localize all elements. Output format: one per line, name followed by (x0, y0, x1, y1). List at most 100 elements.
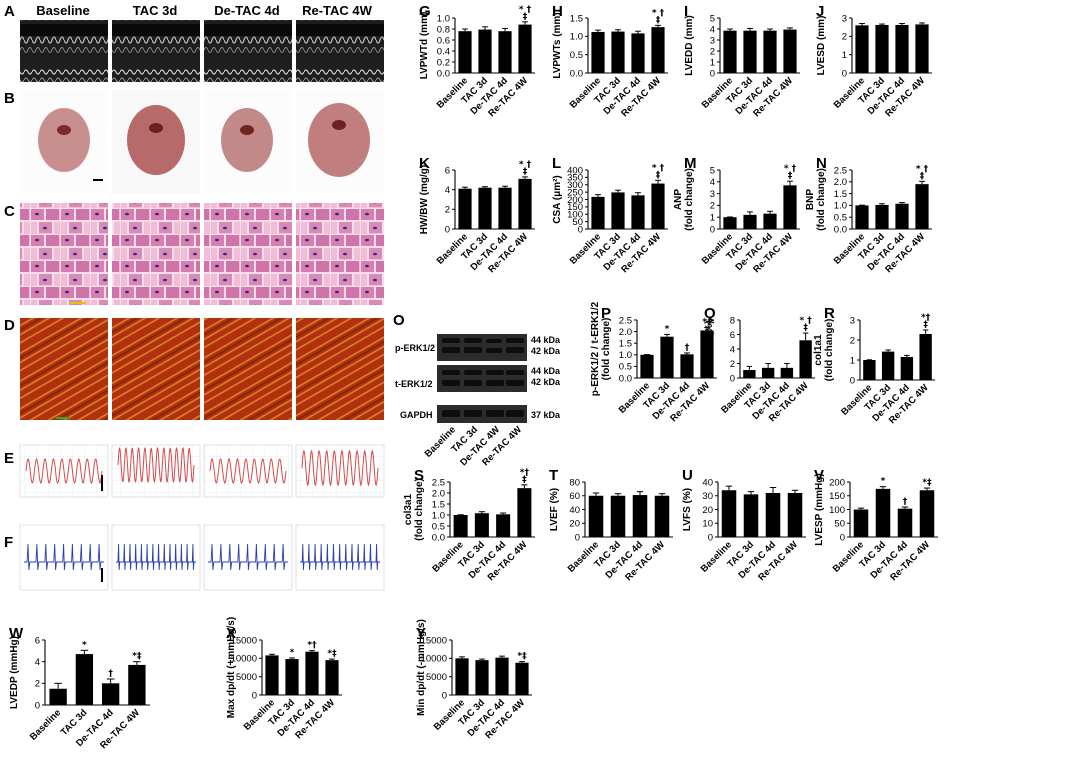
y-tick-label: 1 (710, 57, 715, 68)
y-tick-label: 30 (702, 491, 713, 502)
panel-label-M: M (684, 155, 697, 172)
y-tick-label: 0.6 (437, 35, 450, 46)
bar-baseline (723, 217, 737, 229)
condition-label-baseline: Baseline (36, 3, 89, 18)
significance-mark: * † (519, 5, 532, 15)
significance-mark: * † (652, 163, 665, 173)
bar-tac-3d (743, 494, 759, 537)
y-tick-label: 0 (850, 375, 855, 386)
y-tick-label: 2 (445, 205, 450, 216)
kda-perk-44: 44 kDa (531, 335, 561, 345)
y-tick-label: 15000 (231, 635, 257, 646)
y-tick-label: 1 (710, 213, 715, 224)
y-tick-label: 2 (850, 335, 855, 346)
y-tick-label: 50 (572, 217, 583, 228)
y-tick-label: 0 (575, 532, 580, 543)
bar-tac-3d (611, 192, 625, 229)
y-tick-label: 0.5 (619, 362, 632, 373)
y-tick-label: 10000 (421, 654, 447, 665)
y-tick-label: 4 (445, 185, 450, 196)
bar-baseline (588, 495, 604, 537)
y-tick-label: 40 (569, 505, 580, 516)
y-tick-label: 0 (840, 532, 845, 543)
y-tick-label: 4 (710, 24, 715, 35)
panel-label-U: U (682, 467, 693, 484)
panel-label-Q: Q (704, 305, 716, 322)
y-tick-label: 1 (842, 50, 847, 61)
bar-de-tac-4d (496, 514, 511, 537)
y-tick-label: 15000 (421, 635, 447, 646)
y-tick-label: 4 (710, 177, 715, 188)
bar-re-tac-4w (325, 660, 339, 695)
panel-label-C: C (4, 203, 15, 220)
y-tick-label: 5000 (426, 672, 447, 683)
significance-mark: ‡ (788, 171, 793, 181)
bar-re-tac-4w (783, 29, 797, 73)
bar-re-tac-4w (651, 183, 665, 229)
bar-re-tac-4w (783, 185, 797, 229)
panel-label-P: P (601, 305, 611, 322)
y-tick-label: 0 (578, 224, 583, 235)
y-axis-label: (fold change) (414, 478, 425, 541)
panel-label-J: J (816, 3, 824, 20)
y-tick-label: 80 (569, 477, 580, 488)
panel-label-E: E (4, 450, 14, 467)
y-axis-label: (fold change) (824, 319, 835, 382)
y-tick-label: 50 (834, 519, 845, 530)
bar-de-tac-4d (498, 31, 512, 73)
y-tick-label: 5 (710, 13, 715, 24)
y-tick-label: 0 (445, 224, 450, 235)
y-tick-label: 3 (710, 35, 715, 46)
bar-re-tac-4w (700, 330, 714, 378)
panel-label-O: O (393, 312, 405, 329)
x-tick-label: Baseline (831, 539, 866, 574)
y-axis-label: p-ERK1/2 / t-ERK1/2 (590, 301, 601, 396)
panel-label-I: I (684, 3, 688, 20)
panel-C-he-stain (20, 203, 384, 305)
bar-de-tac-4d (101, 683, 120, 705)
y-axis-label: Min dp/dt (-mmHg/s) (416, 619, 427, 716)
bar-de-tac-4d (780, 367, 794, 378)
y-tick-label: 1.0 (432, 510, 445, 521)
significance-mark: *‡ (327, 649, 337, 659)
blot-row-label-perk: p-ERK1/2 (395, 343, 435, 353)
y-tick-label: 2.0 (834, 177, 847, 188)
y-tick-label: 0 (842, 68, 847, 79)
y-tick-label: 6 (35, 635, 40, 646)
y-tick-label: 10000 (231, 654, 257, 665)
y-axis-label: LVEDD (mm) (684, 15, 695, 75)
y-axis-label: (fold change) (601, 318, 612, 381)
y-tick-label: 0.4 (437, 46, 450, 57)
y-tick-label: 2.5 (432, 477, 445, 488)
bar-baseline (743, 370, 756, 378)
y-tick-label: 4 (35, 657, 40, 668)
y-axis-label: LVPWTd (mm) (419, 12, 430, 80)
significance-mark: * (665, 324, 670, 334)
y-tick-label: 20 (569, 519, 580, 530)
panel-A-echo-images (20, 20, 384, 82)
blot-row-label-gapdh: GAPDH (400, 410, 433, 420)
bar-re-tac-4w (915, 24, 929, 74)
y-tick-label: 1.5 (834, 189, 847, 200)
bar-baseline (453, 515, 468, 537)
y-tick-label: 300 (567, 180, 583, 191)
significance-mark: *‡ (132, 652, 142, 662)
y-axis-label: col3a1 (403, 493, 414, 525)
significance-mark: *† (307, 641, 317, 651)
significance-mark: *† (520, 468, 530, 478)
y-tick-label: 0 (442, 690, 447, 701)
panel-label-S: S (414, 467, 424, 484)
bar-tac-3d (75, 654, 94, 705)
y-tick-label: 1.0 (570, 32, 583, 43)
y-axis-label: (fold change) (684, 168, 695, 231)
panel-label-K: K (419, 155, 430, 172)
